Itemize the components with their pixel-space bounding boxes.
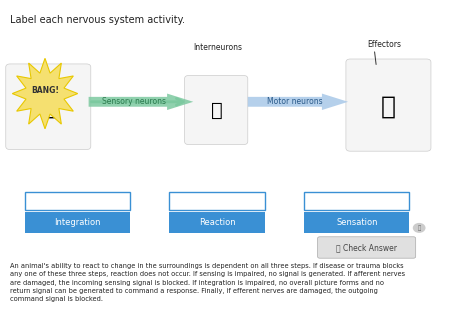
Circle shape	[413, 224, 425, 232]
Polygon shape	[248, 94, 348, 110]
Text: Integration: Integration	[55, 218, 101, 227]
FancyBboxPatch shape	[318, 237, 416, 258]
Text: 🧠: 🧠	[210, 101, 222, 120]
Text: Sensory neurons: Sensory neurons	[102, 97, 166, 106]
FancyBboxPatch shape	[169, 212, 265, 233]
FancyBboxPatch shape	[304, 192, 409, 210]
FancyBboxPatch shape	[346, 59, 431, 151]
Text: 🐕: 🐕	[381, 95, 396, 119]
FancyBboxPatch shape	[26, 192, 130, 210]
FancyBboxPatch shape	[184, 75, 248, 145]
Polygon shape	[89, 94, 193, 110]
Text: An animal's ability to react to change in the surroundings is dependent on all t: An animal's ability to react to change i…	[10, 263, 405, 302]
Text: 🐕: 🐕	[42, 95, 57, 119]
FancyBboxPatch shape	[169, 192, 265, 210]
FancyBboxPatch shape	[304, 212, 409, 233]
Text: 👍 Check Answer: 👍 Check Answer	[337, 243, 397, 252]
Text: Reaction: Reaction	[199, 218, 236, 227]
Text: Sensation: Sensation	[336, 218, 378, 227]
Text: Label each nervous system activity.: Label each nervous system activity.	[10, 15, 185, 25]
Text: Interneurons: Interneurons	[193, 43, 242, 52]
FancyBboxPatch shape	[6, 64, 91, 149]
FancyBboxPatch shape	[26, 212, 130, 233]
Text: ⓘ: ⓘ	[418, 225, 421, 231]
Text: Motor neurons: Motor neurons	[267, 97, 322, 106]
Text: Effectors: Effectors	[368, 40, 401, 49]
Polygon shape	[12, 58, 78, 129]
Text: BANG!: BANG!	[31, 86, 59, 95]
